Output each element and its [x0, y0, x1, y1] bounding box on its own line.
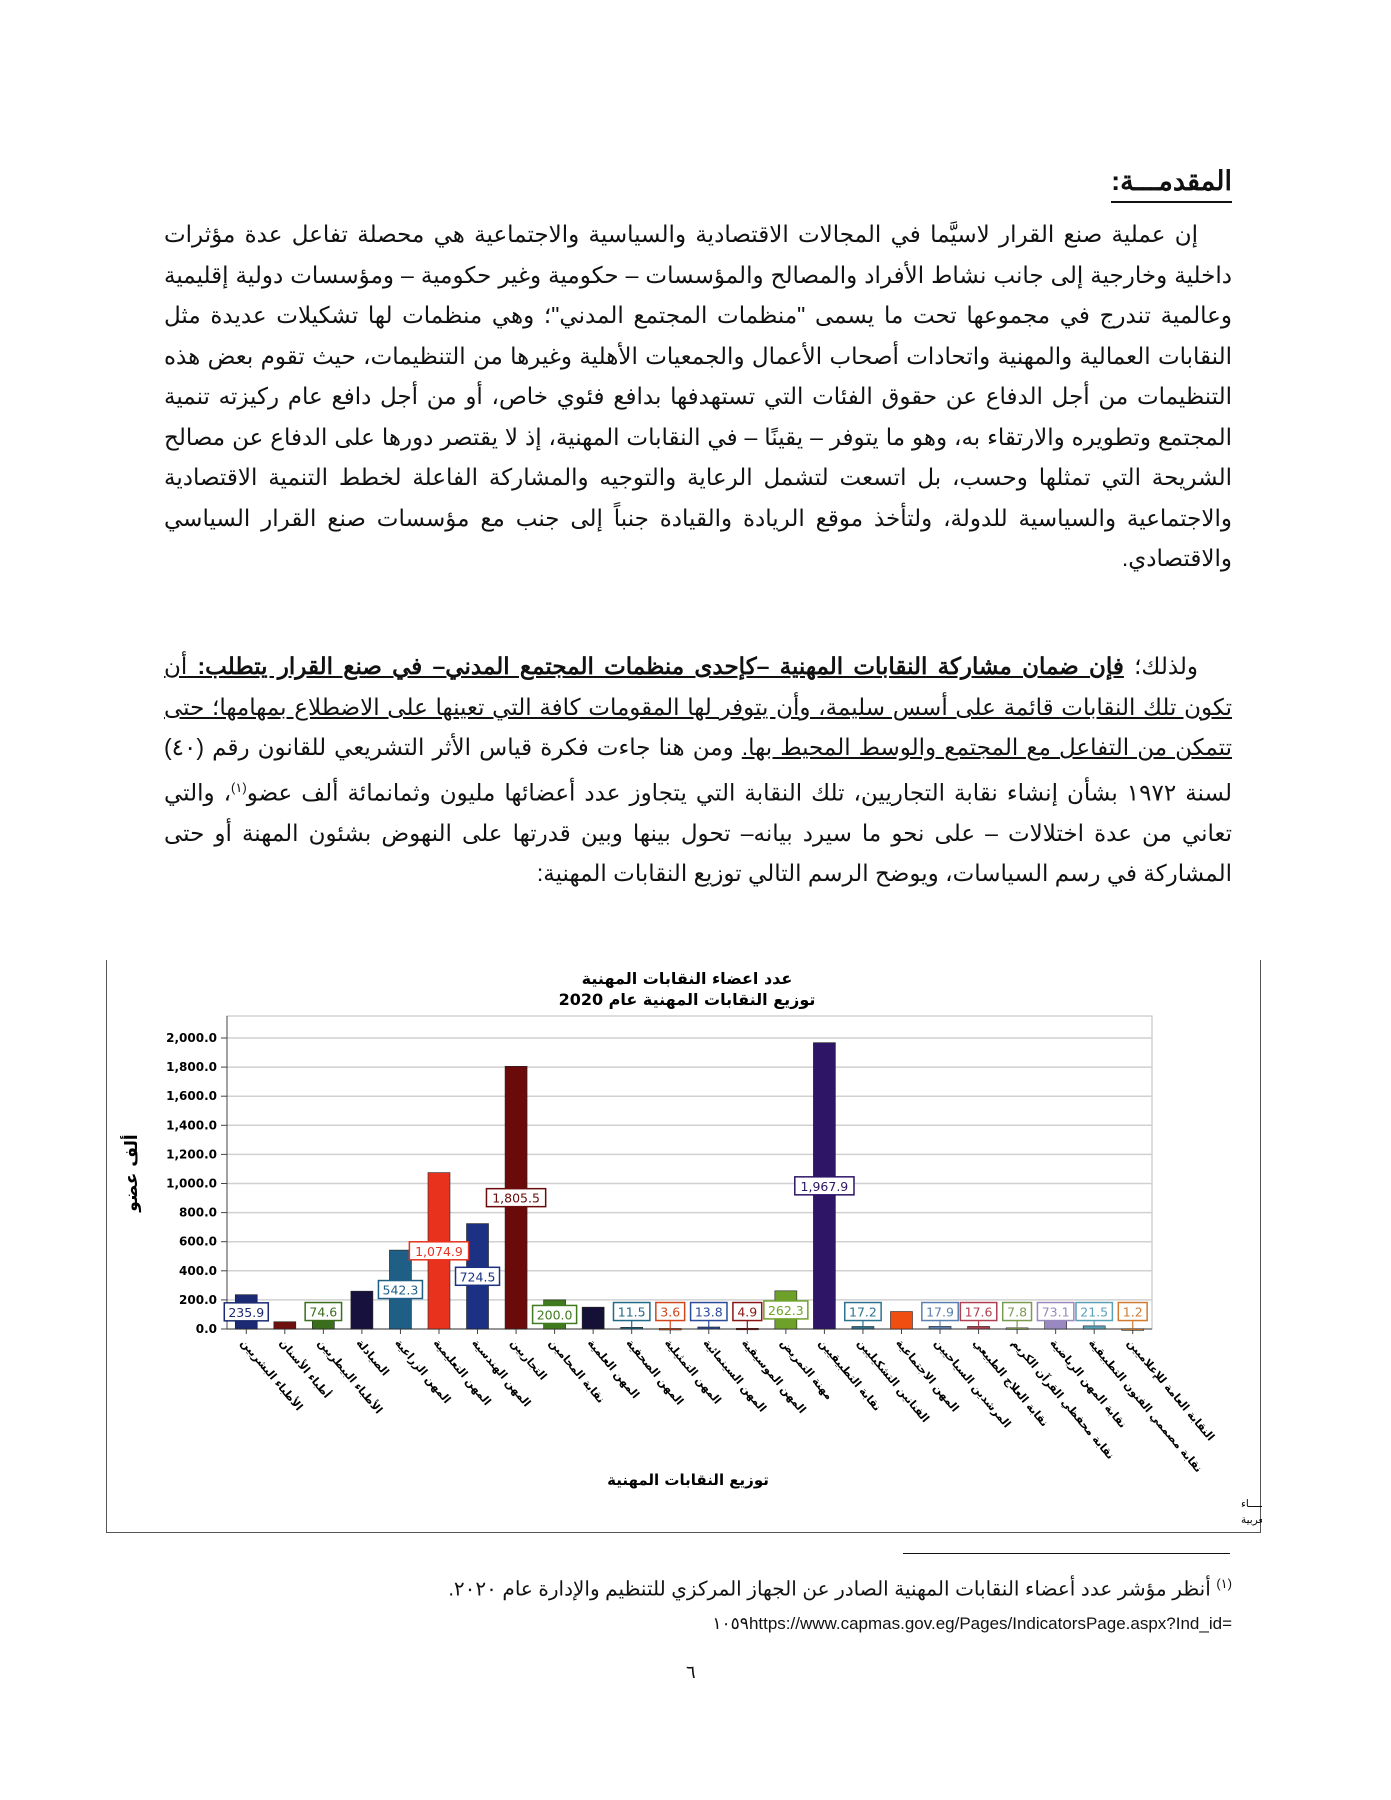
data-label: 724.5 [460, 1269, 496, 1284]
data-label: 1,074.9 [415, 1244, 463, 1259]
chart-frame: عدد اعضاء النقابات المهنية توزيع النقابا… [106, 960, 1262, 1533]
data-label-box [959, 1301, 998, 1322]
para2-text: ومن هنا جاءت فكرة قياس الأثر التشريعي لل… [164, 734, 1232, 806]
bar [736, 1327, 759, 1331]
y-tick-label: 400.0 [179, 1264, 217, 1278]
bar [1005, 1327, 1029, 1330]
y-tick-label: 1,200.0 [166, 1147, 217, 1161]
footnote-url[interactable]: ١٠٥٩https://www.capmas.gov.eg/Pages/Indi… [712, 1614, 1232, 1633]
x-tick-label: الأطباء البيطريين [315, 1336, 386, 1417]
y-tick-label: 600.0 [179, 1235, 217, 1249]
data-label: 200.0 [537, 1307, 573, 1322]
y-tick-label: 1,600.0 [166, 1089, 217, 1103]
x-tick-label: الصيادلة [354, 1337, 392, 1379]
data-label: 542.3 [383, 1283, 419, 1298]
data-label-box [921, 1301, 959, 1322]
data-label: 3.6 [660, 1305, 680, 1320]
bar [1121, 1328, 1145, 1331]
para2-text-end: ، والتي تعاني من عدة اختلالات – على نحو … [164, 779, 1232, 887]
bar [620, 1327, 643, 1330]
x-tick-label: نقابة المهن الرياضية [1047, 1337, 1129, 1431]
data-label: 262.3 [768, 1303, 804, 1318]
data-label-box [843, 1301, 882, 1322]
bar [697, 1326, 721, 1330]
x-tick-label: التجاريين [508, 1337, 550, 1383]
bar [581, 1306, 605, 1330]
x-tick-label: الفنانين التشكيليين [855, 1337, 932, 1426]
y-tick-label: 1,800.0 [166, 1060, 217, 1074]
data-label-box [732, 1301, 763, 1322]
intro-paragraph: إن عملية صنع القرار لاسيَّما في المجالات… [164, 221, 1232, 571]
plot-area [226, 1015, 1153, 1330]
data-label-box [485, 1187, 547, 1208]
y-tick-label: 0.0 [196, 1322, 217, 1336]
y-tick-label: 2,000.0 [166, 1031, 217, 1045]
x-axis-label: توزيع النقابات المهنية [607, 1471, 769, 1489]
data-label-box [1001, 1301, 1033, 1322]
data-label-box [1075, 1301, 1114, 1322]
data-label: 235.9 [228, 1305, 264, 1320]
bar [658, 1328, 682, 1331]
data-label: 17.6 [965, 1305, 993, 1320]
data-label-box [223, 1302, 270, 1322]
data-label: 1.2 [1123, 1305, 1143, 1320]
y-axis-label: ألف عضو [120, 1134, 142, 1212]
y-tick-label: 1,400.0 [166, 1118, 217, 1132]
data-label: 11.5 [618, 1305, 646, 1320]
bar [273, 1321, 297, 1330]
data-label-box [763, 1300, 809, 1320]
data-label: 1,967.9 [801, 1179, 849, 1194]
y-tick-label: 1,000.0 [166, 1177, 217, 1191]
chart-title: عدد اعضاء النقابات المهنية [582, 969, 793, 988]
data-label-box [408, 1241, 470, 1261]
footnote-ref[interactable]: (١) [231, 779, 247, 795]
data-label: 17.2 [849, 1305, 877, 1320]
y-tick-label: 800.0 [179, 1206, 217, 1220]
para2-underlined: أن تكون تلك النقابات قائمة على أسس سليمة… [164, 653, 1232, 760]
data-label-box [612, 1301, 651, 1322]
chart-subtitle: توزيع النقابات المهنية عام 2020 [559, 990, 816, 1009]
bar [1082, 1325, 1106, 1330]
para2-bold-underlined: فإن ضمان مشاركة النقابات المهنية –كإحدى … [197, 653, 1124, 679]
bar [851, 1326, 875, 1330]
para2-lead: ولذلك؛ [1123, 653, 1199, 679]
data-label: 17.9 [926, 1305, 954, 1320]
source-line-1: حقوق الملكية للجهـــاز المركزي للتعبئة ا… [1241, 1497, 1262, 1510]
data-label: 1,805.5 [492, 1191, 540, 1206]
data-label: 7.8 [1007, 1305, 1027, 1320]
data-label-box [531, 1304, 578, 1325]
data-label: 21.5 [1080, 1305, 1108, 1320]
footnote-separator [903, 1553, 1230, 1554]
data-label-box [794, 1176, 855, 1196]
second-paragraph: ولذلك؛ فإن ضمان مشاركة النقابات المهنية … [164, 646, 1232, 894]
data-label: 73.1 [1042, 1305, 1070, 1320]
data-label-box [1036, 1301, 1075, 1322]
data-label: 74.6 [309, 1305, 337, 1320]
bar [890, 1311, 913, 1330]
y-tick-label: 200.0 [179, 1293, 217, 1307]
bar [928, 1326, 952, 1330]
data-label-box [454, 1266, 501, 1287]
source-line-2: المصدر الأساسي للأحصاءات الرسمية لجمهوري… [1241, 1513, 1262, 1526]
section-heading: المقدمـــة: [1111, 166, 1232, 203]
bar [350, 1290, 374, 1330]
bar [967, 1326, 990, 1330]
data-label-box [655, 1301, 686, 1322]
footnote-text: أنظر مؤشر عدد أعضاء النقابات المهنية الص… [448, 1578, 1217, 1601]
data-label: 4.9 [737, 1305, 757, 1320]
bar-chart: عدد اعضاء النقابات المهنية توزيع النقابا… [120, 969, 1262, 1526]
data-label: 13.8 [695, 1305, 723, 1320]
x-tick-label: المرشدين السياحيين [932, 1337, 1014, 1431]
page-number: ٦ [686, 1662, 696, 1682]
data-label-box [377, 1279, 424, 1300]
data-label-box [304, 1301, 343, 1322]
data-label-box [689, 1301, 728, 1322]
footnote-marker: (١) [1216, 1576, 1232, 1591]
footnote: (١) أنظر مؤشر عدد أعضاء النقابات المهنية… [448, 1576, 1232, 1602]
data-label-box [1117, 1301, 1148, 1322]
